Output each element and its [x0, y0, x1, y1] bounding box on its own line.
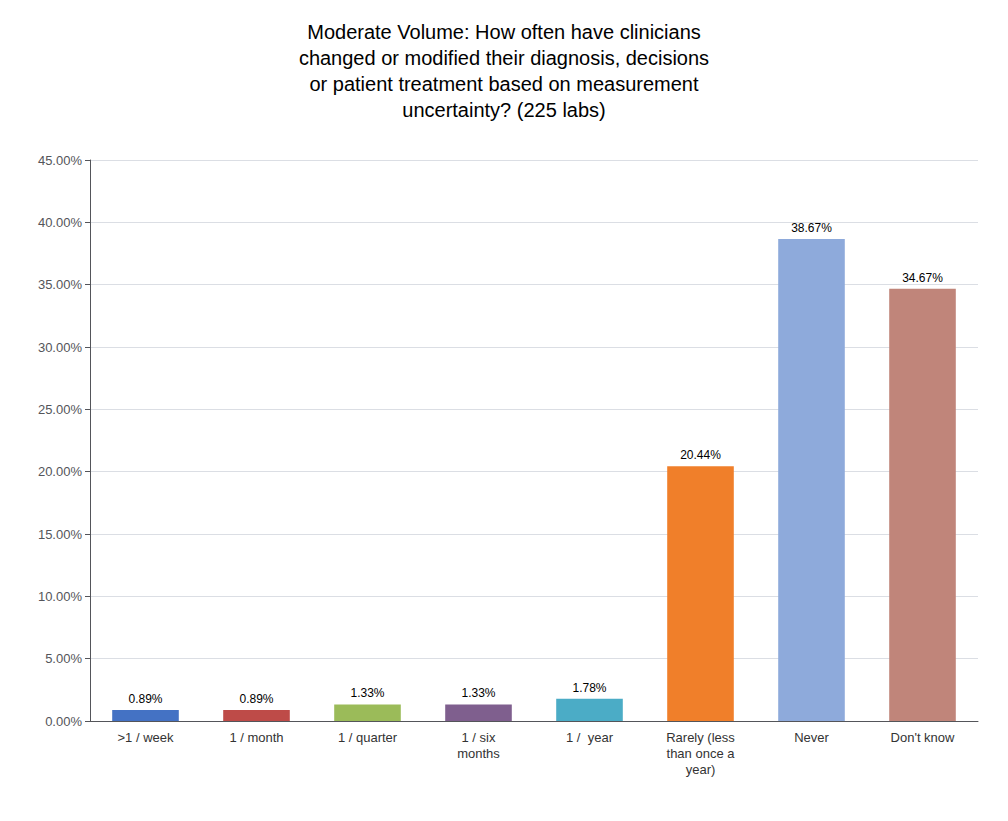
- svg-text:20.00%: 20.00%: [38, 464, 83, 479]
- svg-text:Never: Never: [794, 730, 829, 745]
- svg-text:15.00%: 15.00%: [38, 527, 83, 542]
- svg-text:Don't know: Don't know: [891, 730, 956, 745]
- svg-text:0.89%: 0.89%: [239, 692, 273, 706]
- svg-text:months: months: [457, 746, 500, 761]
- svg-text:than once a: than once a: [667, 746, 736, 761]
- svg-text:1.33%: 1.33%: [350, 686, 384, 700]
- svg-text:45.00%: 45.00%: [38, 153, 83, 168]
- svg-text:20.44%: 20.44%: [680, 448, 721, 462]
- svg-text:year): year): [686, 762, 716, 777]
- svg-text:>1 / week: >1 / week: [117, 730, 174, 745]
- svg-text:10.00%: 10.00%: [38, 589, 83, 604]
- svg-text:30.00%: 30.00%: [38, 340, 83, 355]
- svg-text:34.67%: 34.67%: [902, 271, 943, 285]
- svg-text:0.00%: 0.00%: [45, 714, 82, 729]
- svg-text:or patient treatment based on: or patient treatment based on measuremen…: [309, 73, 699, 95]
- svg-text:35.00%: 35.00%: [38, 277, 83, 292]
- svg-text:1 / month: 1 / month: [229, 730, 283, 745]
- svg-text:Rarely (less: Rarely (less: [666, 730, 735, 745]
- svg-text:uncertainty? (225 labs): uncertainty? (225 labs): [402, 99, 605, 121]
- svg-text:38.67%: 38.67%: [791, 221, 832, 235]
- svg-text:Moderate Volume: How often hav: Moderate Volume: How often have clinicia…: [307, 21, 701, 43]
- svg-text:1 / quarter: 1 / quarter: [338, 730, 398, 745]
- svg-text:1.33%: 1.33%: [461, 686, 495, 700]
- svg-text:1 / year: 1 / year: [566, 730, 614, 745]
- svg-text:1.78%: 1.78%: [572, 681, 606, 695]
- svg-text:5.00%: 5.00%: [45, 651, 82, 666]
- svg-text:25.00%: 25.00%: [38, 402, 83, 417]
- svg-text:1 / six: 1 / six: [462, 730, 496, 745]
- svg-text:0.89%: 0.89%: [128, 692, 162, 706]
- svg-text:changed or modified their diag: changed or modified their diagnosis, dec…: [299, 47, 709, 69]
- svg-text:40.00%: 40.00%: [38, 215, 83, 230]
